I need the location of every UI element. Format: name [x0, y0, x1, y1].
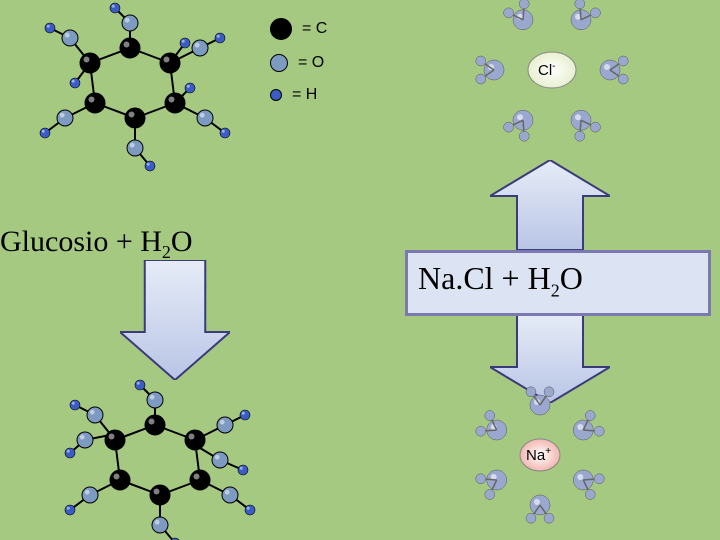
- legend-label: = H: [292, 86, 317, 104]
- formula-left: Glucosio + H2O: [0, 225, 193, 263]
- legend-dot-carbon: [270, 18, 292, 40]
- legend: = C = O = H: [270, 18, 327, 118]
- hydration-cl: [459, 0, 645, 163]
- legend-dot-hydrogen: [270, 89, 282, 101]
- arrow-right-up: [490, 160, 610, 250]
- ion-label-cl: Cl-: [538, 61, 556, 79]
- glucose-molecule-top: [5, 0, 245, 183]
- legend-row: = H: [270, 86, 327, 104]
- formula-right: Na.Cl + H2O: [418, 260, 583, 301]
- formula-left-text: Glucosio + H: [0, 225, 162, 258]
- legend-row: = C: [270, 18, 327, 40]
- legend-row: = O: [270, 54, 327, 72]
- legend-dot-oxygen: [270, 54, 288, 72]
- arrow-left-down: [120, 260, 230, 380]
- ion-label-na: Na+: [526, 446, 551, 464]
- legend-label: = C: [302, 20, 327, 38]
- legend-label: = O: [298, 54, 324, 72]
- glucose-molecule-bottom: [30, 370, 270, 540]
